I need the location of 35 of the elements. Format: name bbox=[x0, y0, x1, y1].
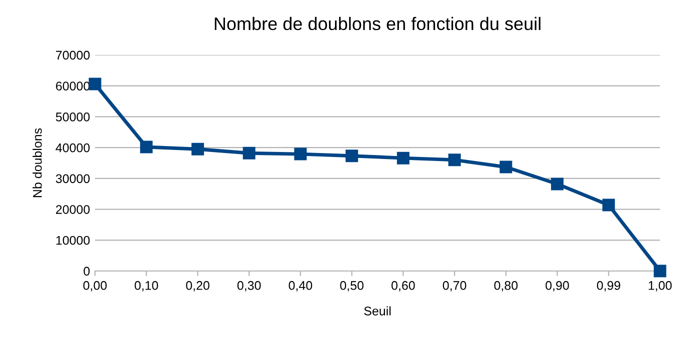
x-tick-label: 0,60 bbox=[392, 281, 415, 292]
y-tick-label: 70000 bbox=[56, 50, 90, 60]
y-tick-label: 20000 bbox=[56, 205, 90, 214]
x-tick-label: 0,70 bbox=[442, 281, 466, 292]
x-tick-label: 0,50 bbox=[340, 281, 364, 292]
x-tick-label: 0,30 bbox=[237, 281, 261, 292]
point bbox=[88, 78, 102, 90]
y-tick-label: 0 bbox=[84, 266, 90, 276]
y-tick-label: 10000 bbox=[56, 236, 90, 245]
x-tick-label: 0,20 bbox=[186, 281, 210, 292]
x-tick-label: 1,00 bbox=[648, 281, 672, 292]
point bbox=[242, 146, 256, 160]
point bbox=[191, 142, 204, 156]
point bbox=[500, 160, 512, 174]
point bbox=[294, 148, 307, 160]
y-tick-label: 50000 bbox=[56, 112, 90, 122]
point bbox=[602, 198, 615, 212]
x-tick-label: 0,99 bbox=[596, 281, 620, 292]
y-axis-title: Nb doublons bbox=[32, 128, 42, 198]
x-tick-label: 0,90 bbox=[546, 281, 569, 292]
y-tick-label: 40000 bbox=[56, 143, 90, 152]
point bbox=[346, 150, 358, 162]
x-axis-title: Seuil bbox=[364, 306, 391, 316]
chart-title: Nombre de doublons en fonction du seuil bbox=[214, 16, 540, 30]
point bbox=[551, 178, 564, 190]
point bbox=[448, 154, 461, 166]
x-tick-label: 0,40 bbox=[288, 281, 312, 292]
x-tick-label: 0,00 bbox=[83, 281, 107, 292]
point bbox=[140, 140, 153, 154]
x-tick-label: 0,10 bbox=[134, 281, 158, 292]
y-tick-label: 60000 bbox=[56, 82, 90, 91]
point bbox=[396, 152, 410, 164]
y-tick-label: 30000 bbox=[56, 174, 90, 184]
x-tick-label: 0,80 bbox=[494, 281, 518, 292]
point bbox=[654, 264, 666, 278]
